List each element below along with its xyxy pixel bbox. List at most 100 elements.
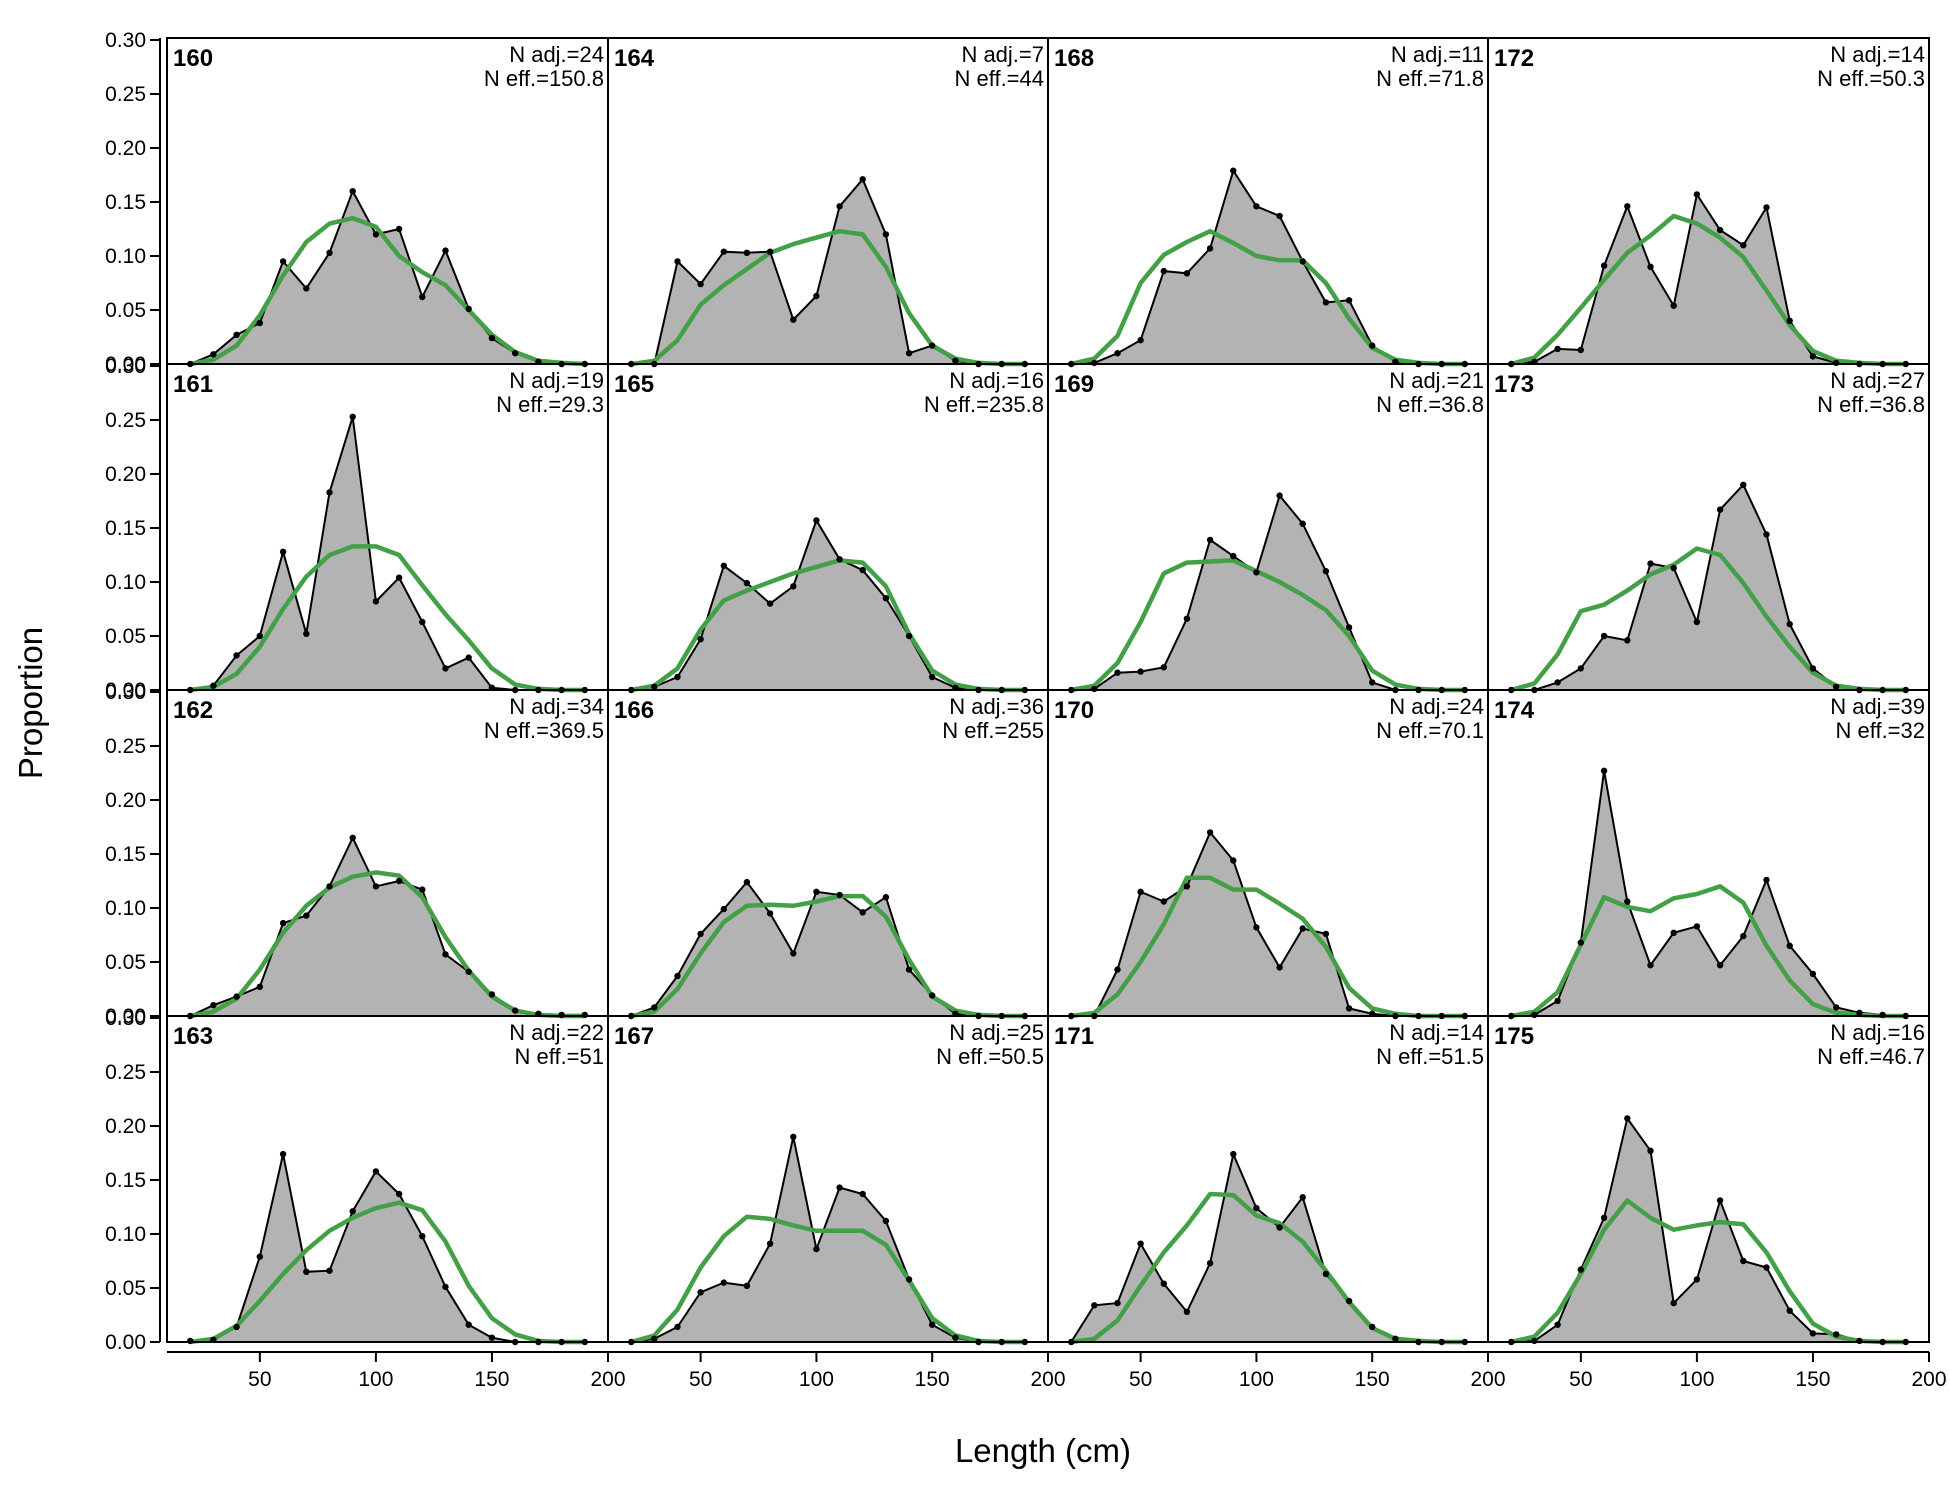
observed-point: [1299, 1194, 1306, 1201]
observed-point: [1230, 1150, 1237, 1158]
y-tick-label: 0.30: [105, 681, 146, 704]
panel-id-label: 160: [173, 45, 213, 72]
observed-point: [766, 1240, 774, 1247]
observed-point: [326, 1267, 333, 1274]
observed-point: [1763, 1264, 1770, 1271]
n-eff-label: N eff.=50.5: [936, 1044, 1044, 1069]
y-tick-label: 0.30: [105, 355, 146, 378]
observed-point: [395, 877, 403, 885]
n-adj-label: N adj.=19: [509, 368, 604, 393]
observed-point: [1577, 665, 1585, 672]
observed-point: [233, 652, 240, 659]
expected-line: [1510, 1198, 1906, 1345]
x-tick-label: 200: [1470, 1368, 1505, 1391]
observed-point: [1183, 1308, 1191, 1316]
panel-163: 163 N adj.=22N eff.=51: [166, 1015, 609, 1346]
expected-line: [1510, 546, 1906, 693]
observed-point: [1879, 1011, 1886, 1019]
n-eff-label: N eff.=36.8: [1817, 392, 1925, 417]
observed-point: [766, 248, 774, 255]
observed-point: [1160, 898, 1168, 905]
observed-point: [1833, 1331, 1840, 1338]
observed-point: [1624, 203, 1631, 210]
observed-area: [190, 191, 585, 364]
observed-point: [1763, 204, 1770, 211]
observed-point: [1786, 620, 1793, 628]
observed-point: [465, 654, 472, 661]
observed-point: [836, 891, 843, 899]
observed-point: [1253, 203, 1260, 210]
observed-point: [836, 556, 843, 563]
panel-166: 166 N adj.=36N eff.=255: [607, 689, 1049, 1020]
panel-165: 165 N adj.=16N eff.=235.8: [607, 363, 1049, 694]
observed-point: [882, 231, 890, 238]
n-eff-label: N eff.=46.7: [1817, 1044, 1925, 1069]
observed-point: [442, 665, 449, 672]
observed-point: [326, 883, 333, 890]
observed-point: [1369, 342, 1376, 349]
observed-point: [465, 1321, 472, 1328]
panel-167: 167 N adj.=25N eff.=50.5: [607, 1015, 1049, 1346]
observed-point: [419, 1233, 426, 1240]
observed-point: [1554, 997, 1561, 1005]
panel-169: 169 N adj.=21N eff.=36.8: [1047, 363, 1489, 694]
observed-point: [326, 249, 333, 256]
observed-point: [1624, 637, 1631, 644]
x-tick-label: 100: [799, 1368, 834, 1391]
observed-point: [1600, 1214, 1608, 1222]
n-adj-label: N adj.=25: [949, 1020, 1044, 1045]
observed-point: [1160, 1280, 1168, 1287]
n-adj-label: N adj.=14: [1830, 42, 1925, 67]
observed-point: [1276, 212, 1283, 220]
y-tick-label: 0.05: [105, 625, 146, 648]
observed-point: [859, 909, 866, 916]
observed-point: [210, 682, 217, 689]
observed-point: [882, 894, 890, 901]
n-eff-label: N eff.=235.8: [924, 392, 1044, 417]
observed-area: [1071, 832, 1465, 1016]
panel-160: 160 N adj.=24N eff.=150.8: [166, 37, 609, 368]
observed-point: [813, 1245, 820, 1253]
expected-line: [1070, 875, 1465, 1019]
observed-point: [1531, 1337, 1538, 1345]
observed-area: [190, 416, 585, 690]
y-tick-label: 0.10: [105, 1223, 146, 1246]
y-tick-label: 0.15: [105, 191, 146, 214]
y-tick-label: 0.20: [105, 1115, 146, 1138]
expected-line: [1510, 213, 1906, 367]
observed-point: [1091, 359, 1098, 367]
observed-point: [651, 1004, 658, 1011]
observed-point: [372, 231, 380, 238]
observed-point: [1647, 962, 1654, 969]
observed-point: [279, 548, 287, 555]
y-tick-label: 0.00: [105, 679, 146, 702]
observed-point: [790, 316, 797, 323]
n-eff-label: N eff.=70.1: [1376, 718, 1484, 743]
observed-point: [442, 951, 449, 958]
observed-point: [674, 1323, 681, 1331]
observed-point: [1786, 942, 1793, 949]
observed-point: [442, 1283, 449, 1291]
observed-point: [813, 292, 820, 300]
n-adj-label: N adj.=24: [509, 42, 604, 67]
observed-point: [1230, 552, 1237, 560]
y-tick-label: 0.20: [105, 463, 146, 486]
n-adj-label: N adj.=14: [1389, 1020, 1484, 1045]
observed-point: [1647, 560, 1654, 567]
observed-point: [743, 1282, 751, 1290]
observed-point: [1276, 492, 1283, 499]
observed-point: [1091, 1302, 1098, 1309]
n-eff-label: N eff.=150.8: [484, 66, 604, 91]
x-tick-label: 100: [1679, 1368, 1714, 1391]
observed-point: [859, 566, 866, 574]
observed-point: [233, 331, 240, 338]
y-tick-label: 0.05: [105, 1277, 146, 1300]
expected-line: [1070, 1191, 1465, 1345]
observed-point: [1299, 520, 1306, 527]
y-tick-label: 0.00: [105, 1331, 146, 1354]
observed-point: [1786, 317, 1793, 324]
observed-point: [1345, 297, 1353, 304]
observed-point: [929, 1321, 936, 1328]
expected-line: [630, 558, 1025, 693]
n-adj-label: N adj.=24: [1389, 694, 1484, 719]
